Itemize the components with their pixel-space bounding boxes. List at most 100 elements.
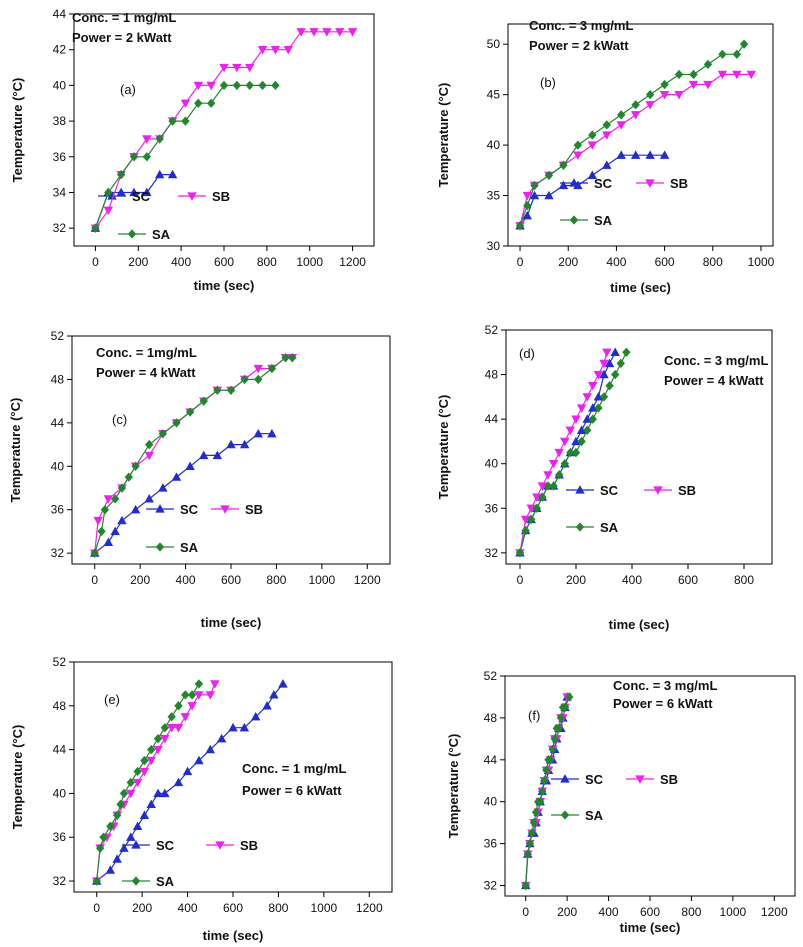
y-tick-label: 48: [484, 711, 498, 725]
data-point: [602, 348, 612, 358]
legend-label: SC: [600, 483, 619, 498]
y-tick-label: 40: [53, 786, 67, 800]
data-point: [565, 692, 574, 702]
data-point: [226, 385, 236, 395]
data-point: [91, 223, 100, 233]
data-point: [160, 788, 170, 798]
plot-frame: [73, 661, 393, 893]
condition-annotation: Conc. = 3 mg/mL: [529, 18, 633, 33]
data-point: [110, 494, 120, 504]
x-tick-label: 0: [517, 255, 524, 269]
y-tick-label: 32: [53, 221, 67, 235]
diamond-icon: [131, 876, 141, 886]
data-point: [347, 28, 358, 37]
y-axis-label: Temperature (°C): [10, 725, 25, 830]
data-point: [206, 81, 216, 91]
data-point: [153, 734, 163, 744]
x-tick-label: 200: [566, 573, 586, 587]
data-point: [322, 28, 332, 37]
triangle-down-icon: [645, 179, 655, 188]
series-sb: [92, 680, 220, 886]
series-sc: [90, 428, 277, 557]
y-tick-label: 50: [487, 37, 501, 51]
x-tick-label: 800: [734, 573, 754, 587]
data-point: [140, 755, 149, 766]
data-point: [153, 745, 163, 755]
data-point: [527, 514, 536, 525]
data-point: [593, 370, 604, 380]
legend-label: SA: [600, 520, 619, 535]
x-tick-label: 0: [93, 901, 100, 915]
data-point: [622, 347, 631, 357]
y-tick-label: 36: [51, 503, 65, 517]
triangle-up-icon: [560, 774, 570, 783]
data-point: [521, 525, 530, 536]
data-point: [142, 135, 152, 144]
x-tick-label: 0: [92, 255, 99, 269]
plot-frame: [507, 23, 774, 247]
legend-entry-sb: SB: [626, 772, 678, 787]
y-tick-label: 52: [484, 669, 498, 683]
legend-entry-sc: SC: [146, 502, 199, 517]
data-point: [205, 691, 215, 700]
data-point: [522, 191, 532, 201]
x-tick-label: 600: [655, 255, 675, 269]
x-tick-label: 1000: [309, 573, 336, 587]
data-point: [560, 437, 570, 447]
data-point: [181, 116, 190, 126]
legend-entry-sa: SA: [146, 540, 199, 555]
data-point: [173, 777, 184, 787]
data-point: [558, 180, 569, 190]
data-point: [630, 111, 641, 120]
data-point: [599, 392, 609, 402]
data-point: [560, 702, 570, 713]
y-tick-label: 36: [53, 830, 67, 844]
data-point: [283, 46, 293, 55]
legend-label: SC: [180, 502, 199, 517]
series-sa: [91, 80, 280, 233]
data-point: [521, 880, 530, 891]
data-point: [515, 221, 525, 231]
data-point: [717, 70, 728, 80]
y-tick-label: 52: [51, 329, 65, 343]
y-tick-label: 45: [487, 88, 501, 102]
y-tick-label: 36: [53, 150, 67, 164]
data-point: [746, 70, 757, 80]
legend-label: SB: [240, 838, 258, 853]
data-point: [573, 140, 583, 150]
y-tick-label: 44: [53, 743, 67, 757]
data-point: [548, 744, 557, 754]
data-point: [172, 418, 181, 428]
panel-label: (f): [528, 708, 540, 723]
x-tick-label: 200: [128, 255, 148, 269]
legend-entry-sa: SA: [122, 874, 175, 889]
x-tick-label: 800: [703, 255, 723, 269]
y-axis-label: Temperature (°C): [8, 398, 23, 503]
data-point: [130, 504, 141, 514]
x-tick-label: 0: [522, 905, 529, 919]
data-point: [281, 353, 290, 363]
data-point: [219, 63, 229, 73]
data-point: [659, 150, 670, 159]
data-point: [645, 101, 655, 110]
data-point: [288, 353, 297, 363]
series-line-sc: [94, 433, 272, 554]
data-point: [112, 810, 122, 820]
data-point: [166, 724, 177, 733]
condition-annotation: Power = 2 kWatt: [72, 30, 172, 45]
condition-annotation: Conc. = 1 mg/mL: [72, 10, 176, 25]
legend-entry-sa: SA: [560, 213, 613, 228]
triangle-down-icon: [653, 486, 663, 495]
data-point: [544, 190, 554, 200]
data-point: [132, 821, 143, 830]
data-point: [587, 170, 598, 180]
data-point: [271, 80, 280, 91]
data-point: [543, 471, 553, 480]
condition-annotation: Power = 4 kWatt: [664, 373, 764, 388]
data-point: [611, 369, 620, 380]
x-axis-label: time (sec): [609, 617, 670, 632]
data-point: [106, 821, 115, 831]
data-point: [540, 776, 549, 786]
panel-label: (c): [112, 412, 127, 427]
y-tick-label: 32: [485, 546, 499, 560]
